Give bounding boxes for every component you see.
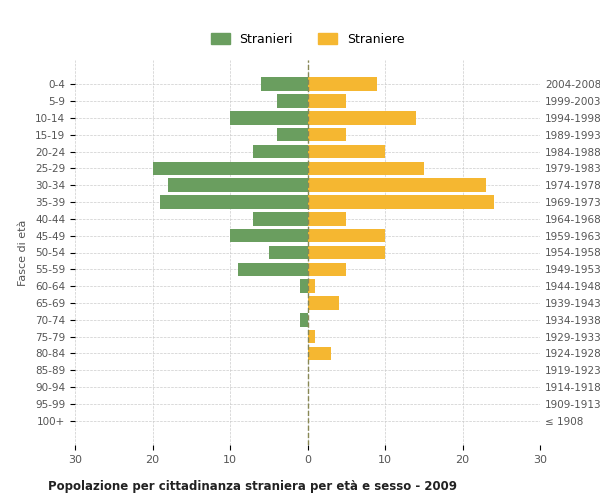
Bar xyxy=(308,111,416,124)
Y-axis label: Fasce di età: Fasce di età xyxy=(18,220,28,286)
Bar xyxy=(230,229,308,242)
Bar xyxy=(308,246,385,259)
Bar xyxy=(168,178,308,192)
Bar xyxy=(308,346,331,360)
Bar xyxy=(308,78,377,91)
Bar xyxy=(238,262,308,276)
Bar xyxy=(300,313,308,326)
Bar xyxy=(152,162,308,175)
Bar xyxy=(253,145,308,158)
Bar xyxy=(308,280,315,293)
Bar xyxy=(308,196,493,209)
Bar xyxy=(308,296,338,310)
Legend: Stranieri, Straniere: Stranieri, Straniere xyxy=(206,28,409,50)
Bar xyxy=(300,280,308,293)
Bar xyxy=(277,94,308,108)
Bar xyxy=(308,94,346,108)
Bar xyxy=(308,145,385,158)
Bar xyxy=(308,128,346,141)
Bar xyxy=(308,229,385,242)
Bar xyxy=(261,78,308,91)
Bar xyxy=(160,196,308,209)
Bar xyxy=(269,246,308,259)
Bar xyxy=(308,162,424,175)
Bar xyxy=(277,128,308,141)
Bar xyxy=(230,111,308,124)
Bar xyxy=(308,262,346,276)
Bar xyxy=(308,330,315,344)
Bar xyxy=(308,212,346,226)
Text: Popolazione per cittadinanza straniera per età e sesso - 2009: Popolazione per cittadinanza straniera p… xyxy=(48,480,457,493)
Bar xyxy=(308,178,486,192)
Bar xyxy=(253,212,308,226)
